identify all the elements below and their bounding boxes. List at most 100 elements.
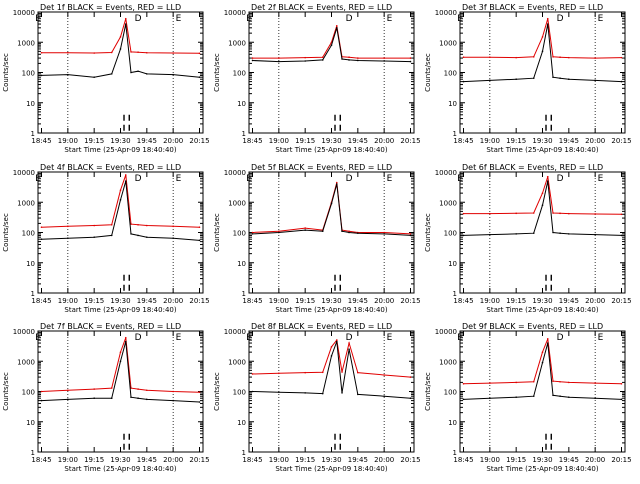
data-point-events	[110, 397, 113, 400]
series-line-lld	[41, 337, 200, 393]
data-point-lld	[172, 390, 174, 393]
flag-letter: D	[557, 333, 564, 343]
data-point-events	[594, 397, 596, 400]
x-tick-label: 20:00	[163, 297, 183, 305]
data-point-events	[67, 237, 69, 239]
flag-letter: E	[598, 174, 604, 184]
y-tick-label: 1	[31, 290, 35, 298]
data-point-events	[348, 348, 350, 351]
data-point-events	[124, 340, 127, 343]
data-point-events	[409, 397, 412, 400]
flag-letter: E	[176, 174, 182, 184]
data-point-events	[462, 80, 465, 83]
plot-frame	[37, 11, 204, 134]
x-tick-label: 19:15	[506, 456, 526, 464]
x-tick-label: 20:15	[400, 456, 420, 464]
x-tick-label: 19:00	[58, 297, 78, 305]
data-point-lld	[552, 380, 554, 382]
data-point-events	[146, 73, 148, 75]
panel-det-3: Det 3f BLACK = Events, RED = LLD 1 10 100 10…	[424, 3, 632, 154]
data-point-events	[278, 391, 280, 393]
data-point-events	[532, 232, 535, 234]
x-tick-label: 19:15	[84, 456, 104, 464]
data-point-events	[357, 232, 359, 234]
x-tick-label: 19:45	[559, 137, 579, 145]
data-point-lld	[137, 51, 139, 53]
panel-title: Det 9f BLACK = Events, RED = LLD	[462, 322, 603, 331]
data-point-events	[489, 79, 491, 82]
x-tick-label: 19:30	[532, 137, 552, 145]
data-point-events	[119, 48, 122, 50]
x-tick-label: 19:15	[295, 137, 315, 145]
data-point-events	[130, 71, 132, 74]
x-tick-label: 18:45	[31, 456, 51, 464]
data-point-events	[357, 59, 359, 62]
x-tick-label: 20:00	[374, 297, 394, 305]
flag-letter: D	[346, 174, 353, 184]
data-point-lld	[541, 192, 544, 194]
y-tick-label: 10000	[435, 328, 457, 336]
data-point-events	[146, 236, 148, 238]
data-point-events	[335, 340, 338, 343]
x-tick-label: 19:45	[559, 456, 579, 464]
y-tick-label: 1	[242, 290, 246, 298]
y-tick-label: 1	[453, 290, 457, 298]
data-point-events	[137, 70, 139, 73]
x-tick-label: 19:00	[58, 137, 78, 145]
data-point-lld	[330, 346, 333, 348]
y-axis-label: Counts/sec	[2, 53, 10, 92]
y-tick-label: 100	[444, 70, 457, 78]
data-point-events	[330, 202, 333, 205]
data-point-lld	[552, 212, 554, 214]
y-axis-label: Counts/sec	[213, 213, 221, 252]
x-tick-label: 20:00	[374, 137, 394, 145]
data-point-events	[110, 73, 113, 75]
data-point-lld	[137, 223, 139, 226]
panel-title: Det 5f BLACK = Events, RED = LLD	[251, 163, 392, 172]
data-point-lld	[515, 212, 517, 215]
x-tick-label: 19:15	[506, 137, 526, 145]
data-point-events	[130, 233, 132, 235]
y-tick-label: 1000	[228, 199, 246, 207]
data-point-events	[278, 60, 280, 63]
data-point-lld	[110, 223, 113, 226]
data-point-events	[515, 396, 517, 398]
y-tick-label: 1	[242, 130, 246, 138]
data-point-lld	[335, 181, 338, 184]
x-tick-label: 19:30	[532, 297, 552, 305]
data-point-lld	[146, 224, 148, 227]
data-point-events	[552, 231, 554, 234]
x-axis-label: Start Time (25-Apr-09 18:40:40)	[275, 146, 387, 154]
flag-letter: D	[135, 14, 142, 24]
data-point-lld	[40, 226, 43, 228]
data-point-events	[119, 360, 122, 363]
data-point-events	[67, 398, 69, 401]
y-tick-label: 1000	[439, 39, 457, 47]
x-tick-label: 19:45	[137, 137, 157, 145]
x-tick-label: 18:45	[31, 137, 51, 145]
x-tick-label: 19:45	[137, 297, 157, 305]
x-tick-label: 19:30	[110, 297, 130, 305]
series-line-events	[463, 23, 622, 83]
x-tick-label: 19:00	[269, 456, 289, 464]
x-tick-label: 18:45	[453, 297, 473, 305]
flag-letter: E	[35, 333, 41, 343]
data-point-events	[124, 23, 127, 25]
x-tick-label: 19:30	[110, 137, 130, 145]
y-tick-label: 100	[444, 230, 457, 238]
data-point-lld	[40, 51, 43, 54]
data-point-events	[541, 204, 544, 206]
panel-det-2: Det 2f BLACK = Events, RED = LLD 1 10 100 10…	[213, 3, 421, 154]
data-point-events	[462, 234, 465, 237]
data-point-events	[383, 60, 385, 62]
y-tick-label: 10	[26, 100, 35, 108]
x-tick-label: 18:45	[242, 137, 262, 145]
x-tick-label: 19:45	[348, 297, 368, 305]
data-point-lld	[198, 226, 201, 228]
y-axis-label: Counts/sec	[424, 213, 432, 252]
data-point-events	[251, 390, 254, 393]
data-point-lld	[383, 231, 385, 234]
y-tick-label: 100	[22, 389, 35, 397]
y-tick-label: 10000	[435, 169, 457, 177]
y-tick-label: 1	[242, 449, 246, 457]
